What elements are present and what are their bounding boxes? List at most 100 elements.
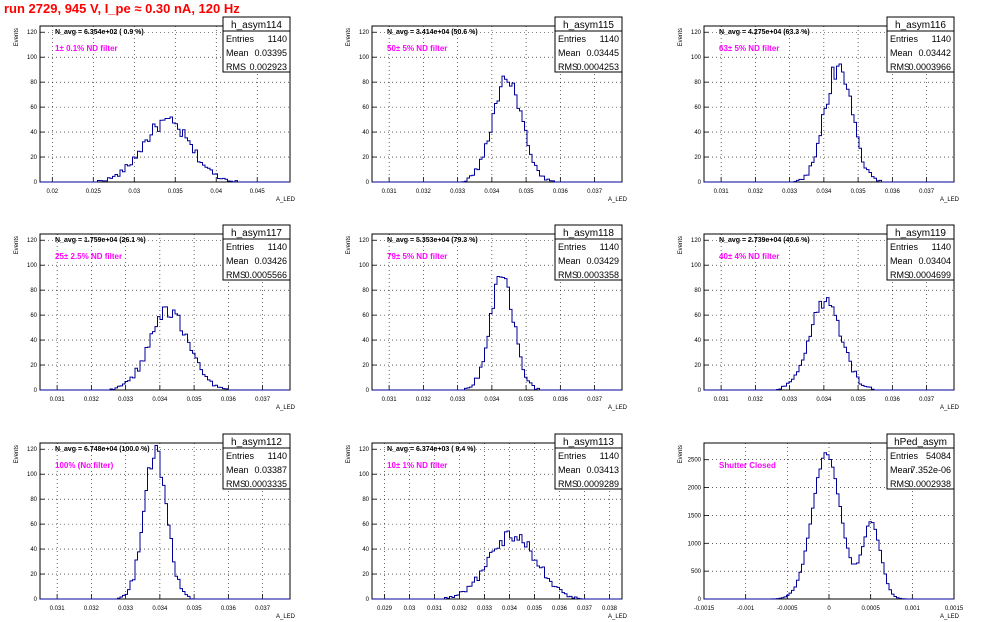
y-tick-label: 0 <box>34 180 38 186</box>
stats-value: 0.0004253 <box>576 62 619 72</box>
y-tick-label: 20 <box>694 363 701 369</box>
filter-note: 40± 4% ND filter <box>719 252 779 261</box>
y-tick-label: 60 <box>362 522 369 528</box>
stats-box <box>554 433 623 490</box>
stats-value: 1140 <box>600 451 619 461</box>
x-tick-label: 0.031 <box>382 397 398 403</box>
x-tick-label: 0.032 <box>416 397 432 403</box>
y-tick-label: 80 <box>694 288 701 294</box>
x-axis-title: A_LED <box>608 614 628 620</box>
x-tick-label: 0.036 <box>553 189 569 195</box>
y-tick-label: 60 <box>30 522 37 528</box>
x-tick-label: 0.034 <box>502 606 518 612</box>
y-tick-label: 40 <box>30 130 37 136</box>
run-title: run 2729, 945 V, I_pe ≈ 0.30 nA, 120 Hz <box>4 1 240 16</box>
x-tick-label: 0.033 <box>450 189 466 195</box>
histogram-name: h_asym115 <box>563 20 614 31</box>
y-tick-label: 80 <box>362 80 369 86</box>
y-tick-label: 100 <box>27 472 38 478</box>
y-axis-title: Events <box>678 236 684 254</box>
panel-h_asym118: 0.031 0.032 0.033 0.034 0.035 0.036 0.037 0 20 40… <box>346 224 628 411</box>
x-tick-label: 0.036 <box>885 397 901 403</box>
y-axis-title: Events <box>14 28 20 46</box>
plot-frame <box>371 442 623 600</box>
stats-value: 1140 <box>600 34 619 44</box>
stats-value: 0.002923 <box>249 62 287 72</box>
x-tick-label: 0.035 <box>187 606 203 612</box>
plot-frame <box>39 442 291 600</box>
stats-value: 0.0003335 <box>244 479 287 489</box>
x-axis-title: A_LED <box>940 197 960 203</box>
x-tick-label: 0.037 <box>919 189 935 195</box>
y-tick-label: 60 <box>362 313 369 319</box>
plot-frame <box>39 233 291 391</box>
stats-box <box>886 16 955 73</box>
stats-label: Mean <box>890 465 913 475</box>
panel-h_asym119: 0.031 0.032 0.033 0.034 0.035 0.036 0.037 0 20 40… <box>678 224 960 411</box>
x-tick-label: 0.037 <box>255 606 271 612</box>
stats-label: RMS <box>890 62 910 72</box>
filter-note: 63± 5% ND filter <box>719 44 779 53</box>
x-tick-label: 0 <box>827 606 831 612</box>
x-tick-label: 0.031 <box>50 606 66 612</box>
stats-value: 7.352e-06 <box>910 465 951 475</box>
x-tick-label: 0.037 <box>587 189 603 195</box>
x-tick-label: 0.034 <box>152 397 168 403</box>
stats-label: Mean <box>226 465 249 475</box>
x-tick-label: 0.031 <box>714 189 730 195</box>
x-axis-title: A_LED <box>276 197 296 203</box>
histogram-name: h_asym117 <box>231 228 282 239</box>
y-tick-label: 2000 <box>688 486 702 492</box>
stats-value: 0.0002938 <box>908 479 951 489</box>
y-axis-title: Events <box>346 236 352 254</box>
navg-label: N_avg = 1.759e+04 (26.1 %) <box>55 237 146 244</box>
y-tick-label: 0 <box>366 180 370 186</box>
y-tick-label: 120 <box>359 447 370 453</box>
stats-box <box>886 224 955 281</box>
stats-value: 0.03395 <box>254 48 287 58</box>
y-axis-title: Events <box>14 445 20 463</box>
stats-label: RMS <box>558 270 578 280</box>
stats-value: 0.0003966 <box>908 62 951 72</box>
stats-label: Mean <box>558 465 581 475</box>
filter-note: 50± 5% ND filter <box>387 44 447 53</box>
x-tick-label: 0.035 <box>527 606 543 612</box>
panel-h_asym115: 0.031 0.032 0.033 0.034 0.035 0.036 0.037 0 20 40… <box>346 16 628 203</box>
stats-label: Entries <box>226 34 255 44</box>
y-tick-label: 80 <box>30 288 37 294</box>
histogram-name: h_asym114 <box>231 20 282 31</box>
panel-h_asym117: 0.031 0.032 0.033 0.034 0.035 0.036 0.037 0 20 40… <box>14 224 296 411</box>
stats-value: 1140 <box>932 242 951 252</box>
y-tick-label: 120 <box>359 238 370 244</box>
y-tick-label: 0 <box>698 388 702 394</box>
histogram-name: h_asym113 <box>563 437 614 448</box>
stats-value: 1140 <box>600 242 619 252</box>
stats-label: RMS <box>226 270 246 280</box>
x-tick-label: 0.032 <box>84 606 100 612</box>
x-tick-label: 0.035 <box>519 189 535 195</box>
filter-note: 79± 5% ND filter <box>387 252 447 261</box>
stats-box <box>222 433 291 490</box>
panel-h_asym116: 0.031 0.032 0.033 0.034 0.035 0.036 0.037 0 20 40… <box>678 16 960 203</box>
y-tick-label: 80 <box>362 288 369 294</box>
x-tick-label: 0.033 <box>118 397 134 403</box>
stats-label: Mean <box>890 48 913 58</box>
x-tick-label: 0.037 <box>577 606 593 612</box>
x-tick-label: 0.031 <box>714 397 730 403</box>
stats-box <box>222 224 291 281</box>
x-tick-label: 0.033 <box>118 606 134 612</box>
x-tick-label: 0.033 <box>782 397 798 403</box>
histogram-name: h_asym116 <box>895 20 946 31</box>
x-tick-label: 0.032 <box>84 397 100 403</box>
y-tick-label: 20 <box>362 155 369 161</box>
y-tick-label: 0 <box>34 597 38 603</box>
x-tick-label: 0.035 <box>519 397 535 403</box>
stats-value: 0.03404 <box>918 256 951 266</box>
y-axis-title: Events <box>14 236 20 254</box>
stats-label: Entries <box>226 242 255 252</box>
x-tick-label: 0.034 <box>152 606 168 612</box>
x-tick-label: 0.033 <box>477 606 493 612</box>
y-tick-label: 80 <box>362 497 369 503</box>
x-tick-label: 0.034 <box>816 397 832 403</box>
x-tick-label: 0.02 <box>46 189 58 195</box>
